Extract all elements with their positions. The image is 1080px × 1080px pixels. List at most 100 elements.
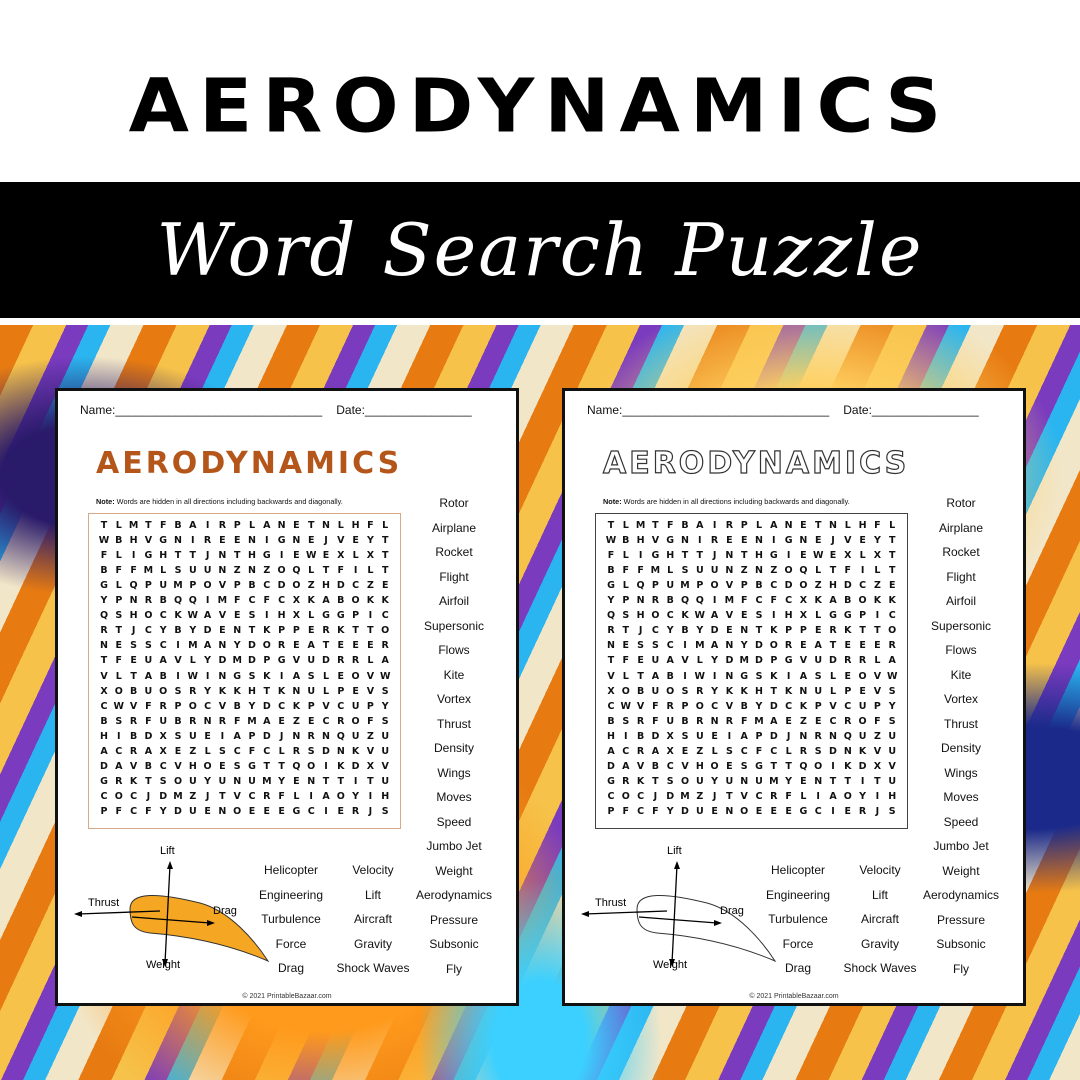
grid-letter: K bbox=[725, 685, 734, 697]
grid-letter: U bbox=[188, 565, 197, 577]
grid-letter: D bbox=[755, 640, 763, 652]
word-list-item: Rocket bbox=[942, 545, 980, 559]
grid-letter: I bbox=[176, 640, 180, 652]
grid-letter: S bbox=[622, 715, 630, 727]
grid-letter: U bbox=[725, 775, 734, 787]
grid-letter: N bbox=[322, 520, 330, 531]
grid-letter: D bbox=[858, 760, 867, 772]
grid-letter: L bbox=[859, 550, 866, 562]
grid-letter: P bbox=[248, 730, 256, 742]
grid-letter: I bbox=[205, 595, 210, 607]
grid-letter: G bbox=[651, 550, 660, 562]
grid-letter: T bbox=[652, 775, 659, 787]
word-list-item: Aircraft bbox=[860, 912, 899, 926]
grid-letter: T bbox=[844, 775, 852, 787]
grid-letter: X bbox=[844, 550, 852, 562]
grid-letter: U bbox=[381, 745, 390, 757]
word-list-item: Flight bbox=[439, 569, 469, 584]
grid-letter: Z bbox=[696, 790, 704, 802]
grid-letter: I bbox=[786, 550, 791, 562]
grid-letter: H bbox=[666, 550, 675, 562]
grid-letter: E bbox=[844, 805, 852, 817]
word-list-item: Engineering bbox=[258, 887, 324, 902]
grid-letter: H bbox=[351, 520, 360, 531]
date-field: Date:________________ bbox=[843, 403, 979, 417]
word-list-item: Fly bbox=[953, 961, 969, 976]
grid-letter: K bbox=[844, 625, 852, 637]
grid-letter: E bbox=[367, 640, 374, 652]
grid-letter: V bbox=[174, 655, 182, 667]
grid-letter: C bbox=[159, 610, 167, 622]
grid-letter: I bbox=[265, 535, 269, 547]
word-list-item: Moves bbox=[943, 790, 979, 804]
grid-letter: P bbox=[174, 700, 182, 712]
grid-letter: R bbox=[844, 715, 852, 727]
airfoil-shape bbox=[129, 895, 270, 963]
weight-label: Weight bbox=[146, 959, 181, 971]
grid-letter: V bbox=[218, 580, 227, 592]
grid-letter: I bbox=[786, 670, 791, 682]
grid-letter: B bbox=[174, 520, 182, 531]
grid-letter: L bbox=[337, 520, 344, 531]
grid-letter: E bbox=[204, 730, 211, 742]
grid-letter: L bbox=[815, 565, 822, 577]
grid-letter: K bbox=[218, 685, 227, 697]
grid-letter: J bbox=[653, 790, 658, 802]
grid-letter: L bbox=[785, 745, 792, 757]
grid-letter: F bbox=[367, 715, 374, 727]
grid-letter: C bbox=[666, 760, 674, 772]
grid-letter: P bbox=[233, 520, 241, 531]
grid-letter: B bbox=[159, 670, 167, 682]
grid-letter: A bbox=[159, 655, 167, 667]
grid-letter: L bbox=[367, 565, 374, 577]
grid-letter: K bbox=[174, 610, 182, 622]
grid-letter: K bbox=[263, 670, 271, 682]
grid-letter: M bbox=[754, 715, 764, 727]
grid-letter: E bbox=[381, 580, 389, 592]
grid-letter: I bbox=[860, 565, 865, 577]
grid-letter: J bbox=[638, 625, 643, 637]
grid-letter: R bbox=[607, 625, 615, 637]
grid-letter: G bbox=[322, 610, 330, 622]
word-list-item: Vortex bbox=[436, 692, 472, 706]
word-list-item: Turbulence bbox=[768, 912, 828, 926]
grid-letter: A bbox=[740, 730, 748, 742]
word-list-item: Jumbo Jet bbox=[933, 839, 989, 853]
name-field: Name:_______________________________ bbox=[80, 403, 323, 417]
grid-letter: V bbox=[636, 700, 645, 712]
grid-letter: X bbox=[159, 730, 167, 742]
grid-letter: I bbox=[772, 610, 776, 622]
word-list-item: Pressure bbox=[429, 912, 479, 927]
grid-letter: T bbox=[381, 535, 389, 547]
grid-letter: L bbox=[622, 580, 629, 592]
grid-letter: T bbox=[785, 760, 792, 772]
grid-letter: C bbox=[263, 580, 271, 592]
grid-letter: O bbox=[277, 565, 286, 577]
grid-letter: E bbox=[726, 760, 733, 772]
grid-letter: V bbox=[636, 760, 645, 772]
grid-letter: H bbox=[100, 730, 108, 742]
grid-letter: D bbox=[666, 790, 675, 802]
grid-letter: Q bbox=[606, 610, 616, 622]
grid-letter: H bbox=[322, 580, 330, 592]
grid-letter: U bbox=[159, 715, 168, 727]
grid-letter: R bbox=[337, 655, 345, 667]
word-list-item: Lift bbox=[364, 887, 381, 902]
grid-letter: T bbox=[367, 625, 374, 637]
grid-letter: M bbox=[188, 640, 198, 652]
grid-letter: E bbox=[352, 685, 359, 697]
grid-letter: Y bbox=[189, 625, 197, 637]
word-list-item: Weight bbox=[435, 863, 473, 878]
grid-letter: V bbox=[888, 760, 896, 772]
grid-letter: E bbox=[814, 625, 822, 637]
grid-letter: E bbox=[174, 745, 182, 757]
grid-letter: Q bbox=[292, 760, 301, 772]
grid-letter: L bbox=[889, 520, 896, 531]
grid-letter: T bbox=[100, 655, 108, 667]
grid-letter: D bbox=[607, 760, 615, 772]
grid-letter: I bbox=[638, 550, 643, 562]
grid-letter: Y bbox=[159, 625, 167, 637]
grid-letter: I bbox=[279, 670, 284, 682]
grid-letter: U bbox=[218, 775, 227, 787]
grid-letter: R bbox=[622, 775, 630, 787]
